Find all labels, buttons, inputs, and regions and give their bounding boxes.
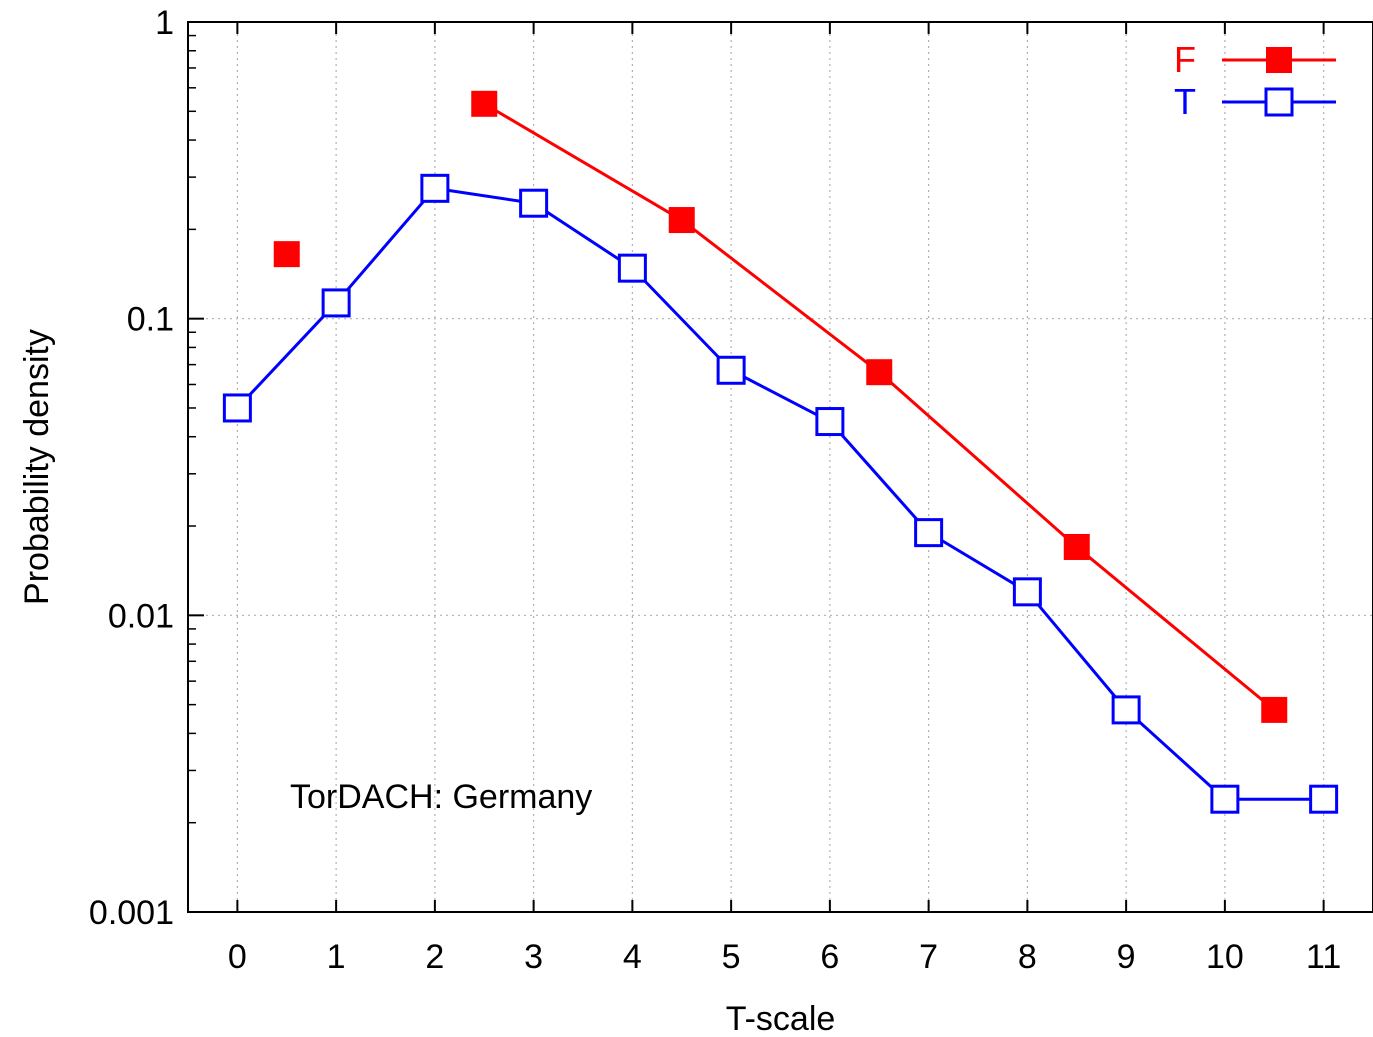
data-point-F: [1261, 697, 1287, 723]
x-tick-label: 2: [425, 938, 444, 976]
x-tick-label: 11: [1306, 938, 1341, 976]
x-tick-label: 3: [524, 938, 543, 976]
chart-annotation: TorDACH: Germany: [290, 778, 592, 816]
x-tick-label: 4: [623, 938, 642, 976]
legend-marker-F: [1266, 47, 1292, 73]
legend-label-T: T: [1174, 81, 1196, 122]
x-tick-label: 1: [327, 938, 346, 976]
data-point-F: [471, 91, 497, 117]
x-tick-label: 8: [1018, 938, 1037, 976]
data-point-T: [1014, 579, 1040, 605]
data-point-T: [323, 290, 349, 316]
x-tick-label: 10: [1206, 938, 1244, 976]
data-point-F: [274, 241, 300, 267]
data-point-F: [866, 359, 892, 385]
tick-labels: 0 1 2 3 4 5 6 7 8 9 10 11 0.001 0.01 0.1 1: [89, 4, 1341, 976]
series-T: [224, 175, 1336, 812]
y-axis-label: Probability density: [18, 329, 56, 605]
legend: FT: [1174, 39, 1336, 122]
data-point-T: [916, 520, 942, 546]
y-tick-label: 0.01: [108, 597, 174, 635]
x-axis-label: T-scale: [726, 1000, 836, 1037]
data-point-T: [817, 409, 843, 435]
data-point-T: [619, 255, 645, 281]
series-line-F: [484, 104, 1274, 710]
data-point-T: [422, 175, 448, 201]
data-point-T: [1311, 786, 1337, 812]
x-tick-label: 9: [1117, 938, 1136, 976]
data-point-T: [1212, 786, 1238, 812]
data-point-T: [521, 190, 547, 216]
y-tick-label: 1: [155, 4, 174, 42]
data-point-T: [718, 357, 744, 383]
data-point-F: [669, 207, 695, 233]
data-point-T: [1113, 697, 1139, 723]
y-tick-label: 0.001: [89, 894, 174, 932]
series-line-T: [237, 188, 1323, 799]
x-tick-label: 6: [820, 938, 839, 976]
x-tick-label: 5: [722, 938, 741, 976]
y-tick-label: 0.1: [127, 301, 174, 339]
data-point-F: [1064, 534, 1090, 560]
x-tick-label: 7: [919, 938, 938, 976]
legend-label-F: F: [1174, 39, 1196, 80]
data-series: [224, 91, 1336, 812]
legend-marker-T: [1266, 89, 1292, 115]
data-point-T: [224, 395, 250, 421]
x-tick-label: 0: [228, 938, 247, 976]
